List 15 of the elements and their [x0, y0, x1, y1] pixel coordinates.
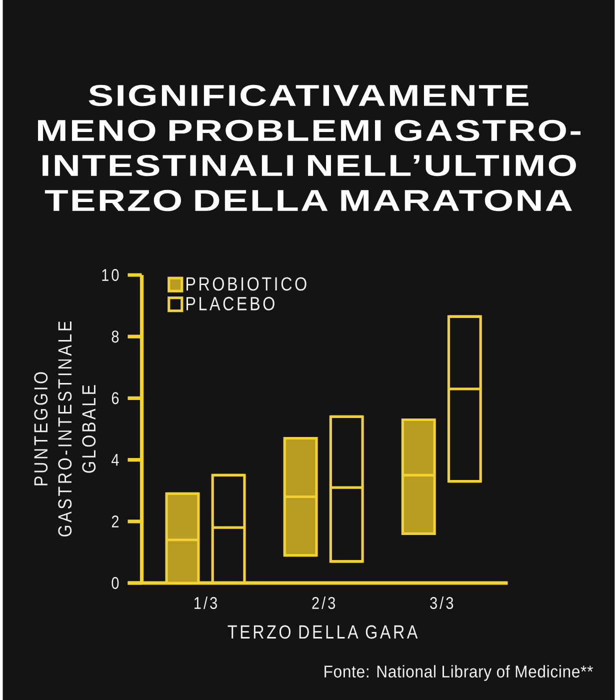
y-tick-label: 8	[112, 330, 119, 343]
x-tick-label: 1/3	[194, 596, 218, 610]
x-tick-label: 3/3	[430, 596, 454, 610]
x-tick-label: 2/3	[312, 596, 336, 610]
y-tick-label: 6	[112, 392, 119, 404]
legend-label: PLACEBO	[186, 296, 274, 310]
y-tick-label: 2	[112, 515, 119, 528]
y-tick-label: 0	[112, 576, 119, 590]
y-tick-label: 4	[112, 454, 119, 466]
y-tick-label: 10	[102, 268, 119, 282]
legend-label: PROBIOTICO	[186, 277, 306, 291]
source-note: Fonte: National Library of Medicine**	[324, 665, 594, 681]
x-axis-title: TERZO DELLA GARA	[228, 625, 418, 639]
y-axis-title: PUNTEGGIO GASTRO-INTESTINALE GLOBALE	[34, 321, 96, 536]
chart-title: SIGNIFICATIVAMENTE MENO PROBLEMI GASTRO-INTESTINALI NELL’ULTIMO TERZO DELLA MARATONA	[38, 84, 581, 212]
